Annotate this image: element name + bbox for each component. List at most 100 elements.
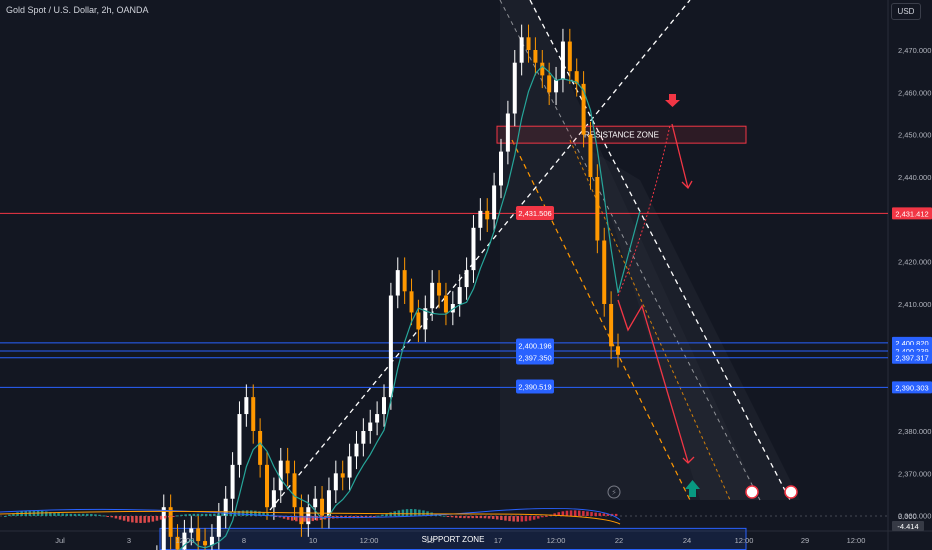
candle-body <box>430 282 435 309</box>
oscillator-bar <box>254 510 257 516</box>
candle-body <box>554 79 559 93</box>
oscillator-bar <box>463 516 466 519</box>
price-axis-tick: 2,450.000 <box>898 131 931 140</box>
oscillator-bar <box>561 511 565 516</box>
candle-body <box>395 270 400 296</box>
oscillator-current-label: -4.414 <box>897 522 918 531</box>
oscillator-bar <box>590 512 593 516</box>
oscillator-bar <box>541 516 544 518</box>
oscillator-bar <box>147 516 150 523</box>
oscillator-bar <box>4 516 7 517</box>
oscillator-bar <box>586 511 589 516</box>
candle-body <box>292 473 297 508</box>
candle-body <box>443 295 448 313</box>
oscillator-bar <box>217 513 220 516</box>
oscillator-bar <box>286 516 290 520</box>
price-axis-tick: 2,410.000 <box>898 300 931 309</box>
oscillator-bar <box>496 516 499 520</box>
time-axis-tick: 3 <box>127 536 131 545</box>
zone-label: SUPPORT ZONE <box>422 535 485 544</box>
candle-body <box>526 37 531 50</box>
candle-body <box>223 498 228 516</box>
oscillator-bar <box>479 516 483 519</box>
candle-body <box>388 295 393 398</box>
oscillator-bar <box>557 512 560 516</box>
candle-body <box>464 270 469 288</box>
price-axis-tick: 2,420.000 <box>898 258 931 267</box>
candle-body <box>375 414 380 423</box>
candle-body <box>519 37 524 63</box>
candle-body <box>271 490 276 508</box>
oscillator-bar <box>127 516 130 522</box>
candle-body <box>499 151 503 186</box>
oscillator-bar <box>45 511 48 516</box>
price-callout-box <box>516 350 554 365</box>
candle-body <box>161 507 166 550</box>
oscillator-bar <box>500 516 503 521</box>
projection-arrow-down <box>671 123 689 189</box>
candle-body <box>347 456 352 478</box>
downtrend-line <box>529 0 791 501</box>
currency-button[interactable]: USD <box>891 3 921 20</box>
oscillator-bar <box>594 512 597 516</box>
candle-body <box>196 528 201 542</box>
oscillator-bar <box>606 513 610 516</box>
oscillator-bar <box>508 516 511 522</box>
oscillator-bar <box>487 516 491 519</box>
oscillator-bar <box>266 513 269 516</box>
axis-price-label-box <box>892 351 932 364</box>
oscillator-bar <box>532 516 536 520</box>
time-axis-tick: 22 <box>615 536 623 545</box>
candle-body <box>182 532 187 550</box>
oscillator-bar <box>86 513 89 516</box>
oscillator-bar <box>49 512 52 516</box>
candle-body <box>333 473 338 491</box>
oscillator-bar <box>139 516 142 523</box>
oscillator-bar <box>90 513 93 516</box>
us-flag-icon <box>745 485 759 499</box>
us-flag-icon <box>784 485 798 499</box>
price-callout-label: 2,397.350 <box>518 354 551 363</box>
candle-body <box>354 443 359 457</box>
oscillator-bar <box>172 516 175 517</box>
candle-body <box>478 210 483 228</box>
oscillator-bar <box>455 516 458 518</box>
oscillator-bar <box>512 516 515 522</box>
oscillator-bar <box>295 516 298 522</box>
oscillator-bar <box>516 516 519 522</box>
oscillator-bar <box>155 516 159 521</box>
price-callout-label: 2,400.196 <box>518 342 551 351</box>
time-axis-tick: 12:00 <box>176 536 195 545</box>
candle-body <box>251 397 256 431</box>
oscillator-signal-line <box>0 507 621 521</box>
oscillator-bar <box>409 509 413 516</box>
candle-body <box>512 62 517 114</box>
candle-body <box>278 460 283 491</box>
price-axis-tick: 2,380.000 <box>898 427 931 436</box>
price-callout-label: 2,431.506 <box>518 209 551 218</box>
candle-body <box>581 83 586 135</box>
oscillator-bar <box>319 516 323 520</box>
oscillator-bar <box>209 513 212 516</box>
time-axis-tick: 12:00 <box>847 536 866 545</box>
oscillator-bar <box>61 513 64 516</box>
candle-body <box>567 41 572 72</box>
zone-label: RESISTANCE ZONE <box>584 131 659 140</box>
oscillator-bar <box>213 513 216 516</box>
oscillator-bar <box>573 510 577 516</box>
candle-body <box>258 430 263 465</box>
time-axis-tick: 15 <box>426 536 434 545</box>
oscillator-bar <box>553 513 556 516</box>
candle-body <box>416 312 421 330</box>
oscillator-bar <box>459 516 462 519</box>
time-axis-tick: 12:00 <box>360 536 379 545</box>
time-axis-tick: 29 <box>801 536 809 545</box>
axis-price-label: 2,397.317 <box>895 354 928 363</box>
candle-body <box>547 75 552 93</box>
oscillator-bar <box>180 514 183 516</box>
candle-body <box>609 303 614 347</box>
candle-body <box>533 50 538 63</box>
oscillator-bar <box>582 510 585 516</box>
oscillator-zero-label: 0.000 <box>898 512 917 521</box>
